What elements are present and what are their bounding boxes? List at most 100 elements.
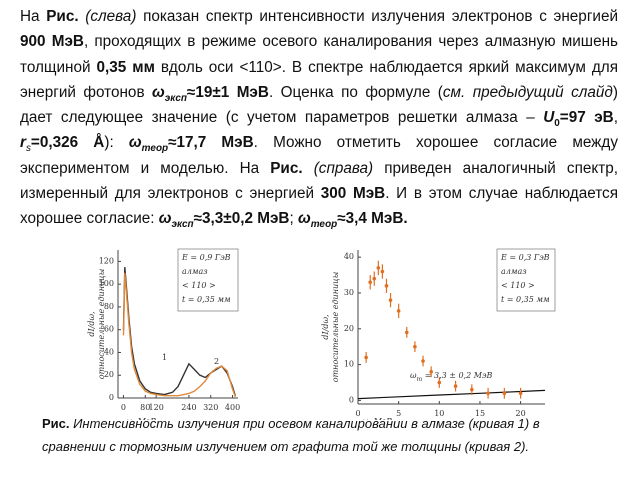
y-tick-label: 60 xyxy=(104,325,114,334)
data-point xyxy=(384,284,389,288)
x-tick-label: 20 xyxy=(516,409,526,418)
text-run: Рис. xyxy=(270,159,303,177)
legend-text: < 110 > xyxy=(501,281,535,290)
text-run: . Оценка по формуле ( xyxy=(268,83,443,101)
figures: 020406080100120080120240320400ω, МэВdI/d… xyxy=(87,248,556,420)
text-run: s xyxy=(25,143,31,155)
legend-text: t = 0,35 мм xyxy=(182,295,231,304)
y-tick-label: 10 xyxy=(344,360,354,369)
data-point xyxy=(421,359,425,363)
y-tick-label: 40 xyxy=(344,252,354,261)
y-axis-label: относительные единицы xyxy=(331,272,340,382)
text-run: (слева) xyxy=(78,8,137,25)
text-run: ≈19±1 МэВ xyxy=(186,83,269,101)
text-run: Интенсивность излучения при осевом канал… xyxy=(42,416,540,454)
text-run: ≈3,3±0,2 МэВ xyxy=(193,210,290,228)
text-run: теор xyxy=(310,219,338,231)
text-run: ω xyxy=(128,134,142,152)
text-run: теор xyxy=(141,143,169,155)
x-tick-label: 320 xyxy=(203,403,218,412)
text-run: 0,35 мм xyxy=(96,58,155,76)
data-point xyxy=(368,280,372,285)
legend-box xyxy=(496,248,556,312)
x-tick-label: 0 xyxy=(355,409,360,418)
text-run: эксп xyxy=(164,92,187,104)
data-point xyxy=(486,391,490,396)
text-run: ≈17,7 МэВ xyxy=(168,134,254,152)
x-tick-label: 400 xyxy=(225,403,240,412)
x-tick-label: 240 xyxy=(181,403,196,412)
data-point xyxy=(413,344,417,349)
data-point xyxy=(396,309,401,313)
fit-curve xyxy=(357,389,546,400)
y-tick-label: 0 xyxy=(349,395,354,404)
curve-label: 1 xyxy=(162,353,167,362)
text-run: см. предыдущий слайд xyxy=(442,83,613,101)
data-point xyxy=(429,369,433,374)
text-run: =97 эВ xyxy=(559,109,614,127)
text-run: 900 МэВ xyxy=(20,33,84,51)
text-run: вдоль оси <110>. В спектре наблюдается я… xyxy=(20,58,619,101)
annotation-part: = 3,3 ± 0,2 МэВ xyxy=(422,371,492,380)
x-tick-label: 15 xyxy=(475,409,485,418)
legend-text: E = 0,3 ГэВ xyxy=(500,253,550,262)
paragraph: На Рис. (слева) показан спектр интенсивн… xyxy=(20,4,618,232)
text-run: r xyxy=(20,134,26,152)
text-run: эксп xyxy=(171,219,194,231)
y-tick-label: 100 xyxy=(99,279,114,288)
text-run: ω xyxy=(152,83,165,101)
text-run: ω xyxy=(297,210,311,228)
legend-text: < 110 > xyxy=(182,281,216,290)
y-tick-label: 30 xyxy=(344,288,354,297)
text-run: ω xyxy=(158,210,172,228)
y-tick-label: 20 xyxy=(104,370,114,379)
y-axis-label: dI/dω, xyxy=(321,314,330,339)
legend-box xyxy=(177,248,239,312)
curve-label: 2 xyxy=(214,357,219,366)
curve xyxy=(122,272,236,398)
text-run: . Можно отметить хорошее согласие между … xyxy=(20,134,618,177)
y-tick-label: 0 xyxy=(109,393,114,402)
text-run: , xyxy=(613,109,618,127)
text-run: ): xyxy=(104,134,129,152)
text-run: , проходящих в режиме осевого каналирова… xyxy=(20,33,618,76)
text-run: (справа) xyxy=(302,159,374,177)
annotation-part: m xyxy=(417,376,423,383)
legend-text: t = 0,35 мм xyxy=(501,295,550,304)
text-run: Рис. xyxy=(42,416,70,431)
x-tick-label: 0 xyxy=(121,403,126,412)
text-run: 0 xyxy=(554,118,560,130)
text-run: U xyxy=(543,109,555,127)
annotation: ωm = 3,3 ± 0,2 МэВ xyxy=(410,371,492,383)
data-point xyxy=(404,330,409,335)
y-axis-label: dI/dω, xyxy=(87,311,96,336)
y-tick-label: 80 xyxy=(104,302,114,311)
data-point xyxy=(376,266,381,270)
text-run: 300 МэВ xyxy=(320,185,386,203)
x-axis-label: ω, МэВ xyxy=(126,417,156,420)
legend-text: алмаз xyxy=(501,267,527,276)
data-point xyxy=(364,355,368,360)
data-point xyxy=(470,387,474,392)
y-tick-label: 40 xyxy=(104,347,114,356)
data-point xyxy=(437,380,442,385)
y-tick-label: 20 xyxy=(344,324,354,333)
text-run: ; xyxy=(289,210,298,228)
text-run: ≈3,4 МэВ. xyxy=(337,210,408,228)
annotation-part: ω xyxy=(410,371,417,380)
y-axis-label: относительные единицы xyxy=(97,269,106,379)
text-run: . И в этом случае наблюдается хорошее со… xyxy=(20,185,618,228)
legend-text: E = 0,9 ГэВ xyxy=(181,253,231,262)
x-tick-label: 5 xyxy=(396,409,401,418)
caption: Рис. Интенсивность излучения при осевом … xyxy=(42,412,602,458)
text-run: =0,326 Å xyxy=(30,134,105,152)
x-tick-label: 10 xyxy=(434,409,444,418)
x-tick-label: 120 xyxy=(149,403,164,412)
data-point xyxy=(518,391,523,396)
data-point xyxy=(453,384,458,388)
legend-text: алмаз xyxy=(182,267,208,276)
text-run: Рис. xyxy=(46,8,79,25)
text-run: показан спектр интенсивности излучения э… xyxy=(136,8,618,25)
data-point xyxy=(372,276,377,281)
